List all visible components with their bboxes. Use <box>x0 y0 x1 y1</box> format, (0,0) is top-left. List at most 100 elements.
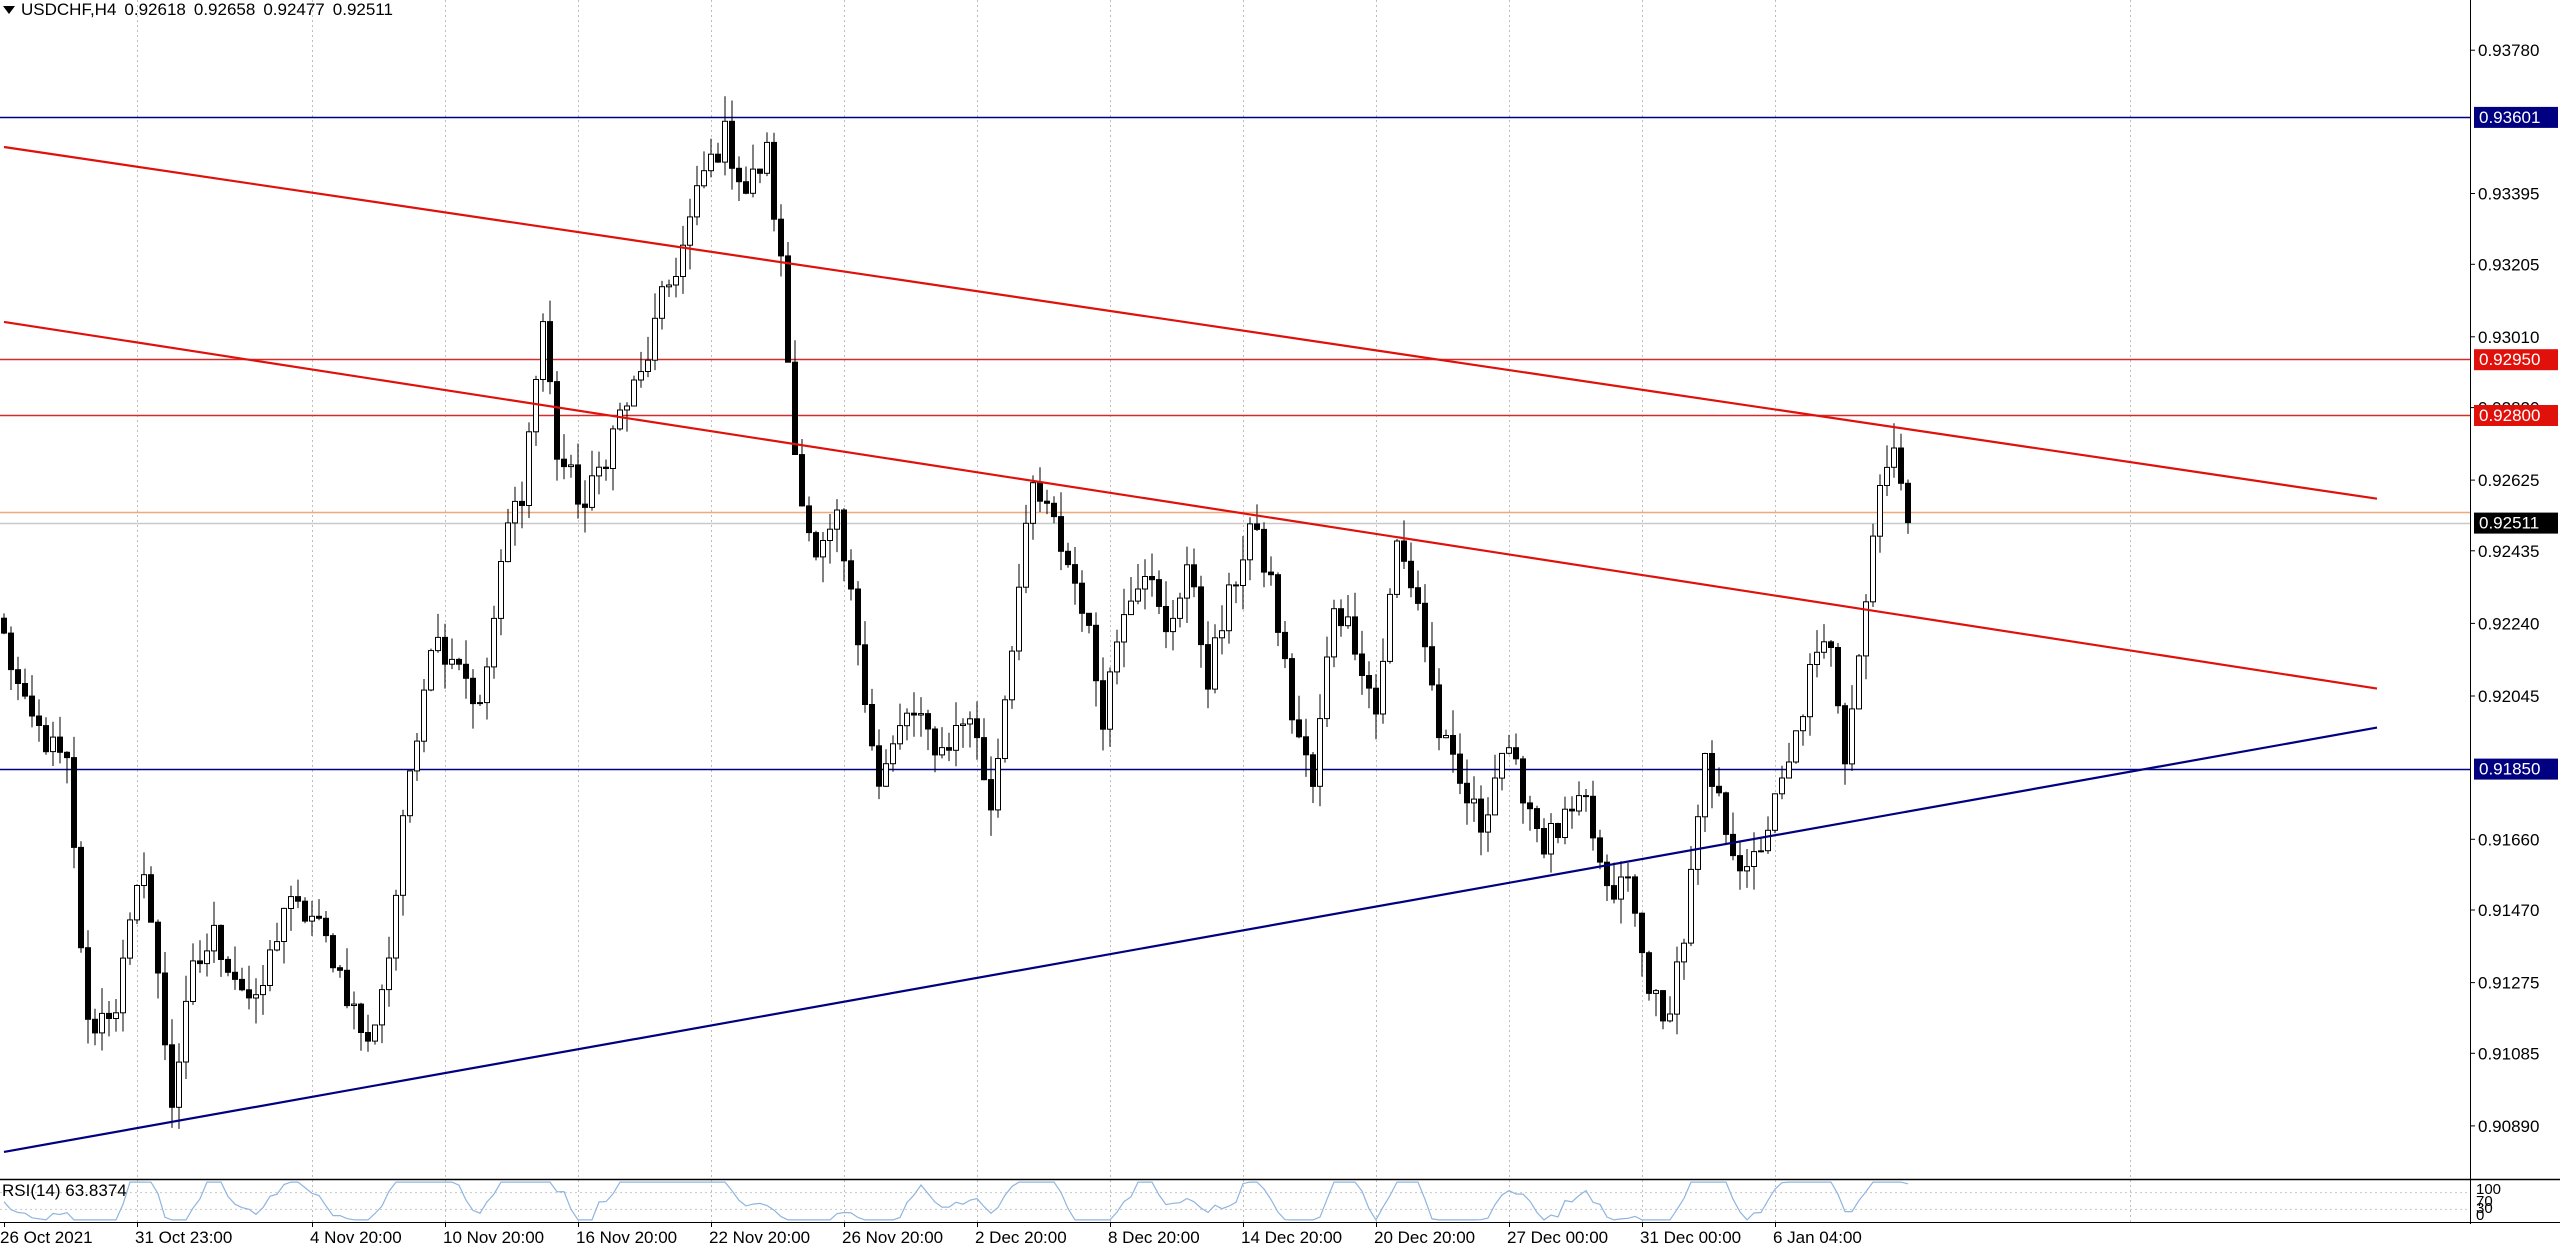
candle-bear <box>15 669 21 685</box>
candle-bear <box>1 617 7 634</box>
candle-bear <box>218 924 224 961</box>
candle-bear <box>1359 653 1365 676</box>
candle-bear <box>1905 482 1911 524</box>
candle-bear <box>547 321 553 383</box>
candle-bull <box>505 522 511 563</box>
candle-bear <box>1604 861 1610 887</box>
candle-bull <box>904 712 910 727</box>
candle-bear <box>1611 885 1617 900</box>
candle-bull <box>1884 466 1890 486</box>
candle-bull <box>589 475 595 508</box>
candle-bull <box>631 379 637 407</box>
candle-bear <box>1415 587 1421 604</box>
chart-menu-triangle-icon[interactable] <box>3 6 15 14</box>
time-tick-label: 16 Nov 20:00 <box>576 1228 677 1247</box>
candle-bull <box>1471 798 1477 804</box>
candle-bear <box>162 972 168 1046</box>
candle-bear <box>1639 912 1645 954</box>
candle-bull <box>960 723 966 726</box>
candle-bear <box>78 846 84 949</box>
candle-bull <box>498 561 504 619</box>
candle-bull <box>204 950 210 965</box>
candle-bull <box>1758 850 1764 853</box>
candle-bear <box>743 181 749 194</box>
price-tick-label: 0.91470 <box>2478 901 2539 920</box>
candle-bear <box>1261 528 1267 573</box>
candle-bear <box>1422 602 1428 648</box>
candle-bull <box>1184 564 1190 599</box>
candle-bull <box>1807 664 1813 718</box>
candle-bear <box>1646 952 1652 994</box>
price-label-box <box>2474 405 2558 426</box>
candles-layer <box>1 96 1911 1129</box>
candle-bear <box>1086 612 1092 626</box>
candle-bear <box>1198 586 1204 646</box>
trend-lines-layer <box>3 145 2378 1153</box>
time-tick-label: 31 Oct 23:00 <box>135 1228 232 1247</box>
candle-bear <box>799 454 805 507</box>
candle-bull <box>267 949 273 987</box>
price-label-box <box>2474 106 2558 128</box>
candle-bear <box>1268 571 1274 576</box>
candle-bear <box>519 500 525 506</box>
time-tick-label: 14 Dec 20:00 <box>1241 1228 1342 1247</box>
candle-bull <box>183 1000 189 1063</box>
candle-bull <box>1877 485 1883 537</box>
candle-bear <box>1478 798 1484 833</box>
candle-bear <box>302 900 308 922</box>
candle-bear <box>946 747 952 751</box>
candle-bear <box>456 658 462 665</box>
candle-bear <box>1429 646 1435 686</box>
candle-bear <box>981 737 987 781</box>
candle-bear <box>148 874 154 923</box>
candle-bull <box>897 725 903 745</box>
candle-bear <box>1632 876 1638 914</box>
candle-bull <box>1870 535 1876 603</box>
price-tick-label: 0.93780 <box>2478 41 2539 60</box>
candle-bull <box>1324 656 1330 720</box>
candle-bear <box>1093 624 1099 682</box>
candle-bull <box>722 120 728 163</box>
candle-bear <box>1149 576 1155 581</box>
candle-bull <box>1562 808 1568 839</box>
candle-bear <box>1338 608 1344 627</box>
candle-bear <box>1569 808 1575 812</box>
candle-bull <box>883 763 889 787</box>
candle-bull <box>533 379 539 433</box>
candle-bull <box>610 428 616 469</box>
candle-bull <box>1765 829 1771 852</box>
candle-bull <box>995 758 1001 811</box>
candle-bull <box>99 1012 105 1034</box>
candle-bull <box>1247 523 1253 561</box>
candle-bull <box>1212 637 1218 690</box>
candle-bull <box>1891 447 1897 468</box>
time-tick-label: 10 Nov 20:00 <box>443 1228 544 1247</box>
candle-bear <box>1065 550 1071 566</box>
time-tick-label: 26 Oct 2021 <box>0 1228 93 1247</box>
candle-bear <box>1464 782 1470 804</box>
candle-bear <box>71 757 77 848</box>
candle-bear <box>316 915 322 919</box>
candle-bear <box>246 989 252 999</box>
candle-bear <box>792 361 798 456</box>
candle-bear <box>1310 754 1316 787</box>
candle-bull <box>288 896 294 909</box>
candle-bull <box>141 874 147 887</box>
candle-bear <box>1597 837 1603 863</box>
ohlc-open: 0.92618 <box>124 0 186 19</box>
candle-bear <box>778 218 784 257</box>
candle-bear <box>64 751 70 759</box>
candle-bear <box>1590 795 1596 839</box>
candle-bear <box>1527 802 1533 810</box>
price-label-text: 0.93601 <box>2479 108 2540 127</box>
candle-bear <box>337 967 343 971</box>
price-label-box <box>2474 349 2558 371</box>
candle-bull <box>1821 641 1827 653</box>
candle-bull <box>1135 588 1141 602</box>
candle-bear <box>225 958 231 973</box>
candle-bull <box>253 994 259 999</box>
candle-bear <box>1541 828 1547 855</box>
candle-bull <box>1695 816 1701 870</box>
